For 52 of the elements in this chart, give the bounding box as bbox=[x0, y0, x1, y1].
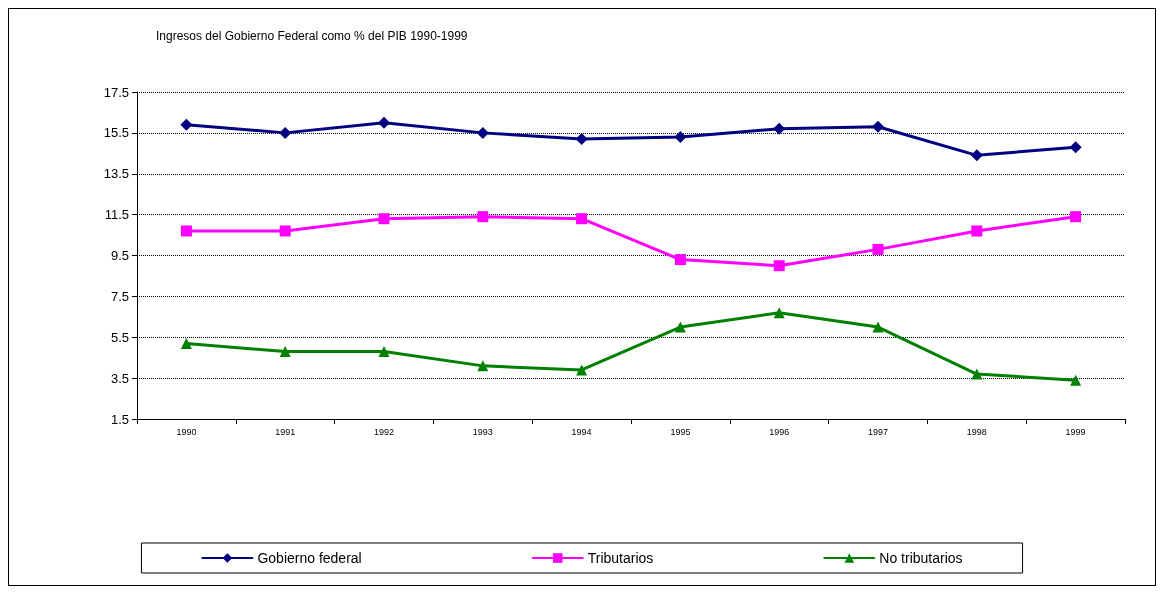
point bbox=[773, 260, 785, 272]
point bbox=[1069, 141, 1082, 154]
point bbox=[674, 321, 686, 333]
legend-label: Tributarios bbox=[587, 550, 654, 566]
x-tick-label: 1992 bbox=[373, 426, 395, 437]
point bbox=[180, 118, 193, 131]
point bbox=[971, 368, 983, 380]
point bbox=[674, 254, 686, 266]
x-tick-label: 1995 bbox=[670, 426, 691, 437]
legend-label: Gobierno federal bbox=[257, 550, 362, 566]
legend-label: No tributarios bbox=[879, 550, 963, 566]
y-tick-label: 3.5 bbox=[110, 370, 129, 386]
point bbox=[872, 243, 884, 255]
point bbox=[477, 360, 489, 372]
y-tick-label: 13.5 bbox=[103, 166, 129, 182]
point bbox=[970, 149, 983, 162]
x-tick-label: 1993 bbox=[472, 426, 493, 437]
point bbox=[378, 116, 390, 129]
y-tick-label: 7.5 bbox=[110, 288, 129, 304]
point bbox=[674, 130, 687, 143]
y-tick-label: 17.5 bbox=[103, 84, 129, 100]
point bbox=[1070, 374, 1082, 386]
point bbox=[279, 225, 291, 237]
point bbox=[576, 364, 588, 376]
x-tick-label: 1994 bbox=[571, 426, 592, 437]
point bbox=[971, 225, 983, 237]
point bbox=[378, 213, 390, 225]
y-tick-label: 9.5 bbox=[110, 248, 129, 263]
y-tick-label: 1.5 bbox=[110, 411, 129, 427]
x-tick-label: 1996 bbox=[769, 426, 790, 437]
x-tick-label: 1999 bbox=[1065, 426, 1086, 437]
y-tick-label: 15.5 bbox=[103, 125, 129, 141]
point bbox=[180, 337, 192, 349]
y-tick-label: 5.5 bbox=[110, 329, 129, 345]
point bbox=[279, 126, 292, 139]
x-tick-label: 1997 bbox=[867, 426, 889, 437]
x-tick-label: 1990 bbox=[176, 426, 197, 437]
x-tick-label: 1998 bbox=[966, 426, 987, 437]
point bbox=[773, 307, 785, 319]
point bbox=[477, 211, 489, 223]
point bbox=[476, 126, 489, 139]
point bbox=[575, 133, 588, 146]
point bbox=[378, 346, 390, 358]
point bbox=[1070, 211, 1082, 223]
point bbox=[872, 321, 884, 333]
point bbox=[180, 225, 192, 237]
point bbox=[279, 346, 291, 358]
point bbox=[872, 120, 884, 133]
chart-title: Ingresos del Gobierno Federal como % del PIB 1990-1999 bbox=[156, 29, 468, 43]
point bbox=[576, 213, 588, 225]
y-tick-label: 11.5 bbox=[104, 207, 129, 223]
x-tick-label: 1991 bbox=[275, 426, 296, 437]
